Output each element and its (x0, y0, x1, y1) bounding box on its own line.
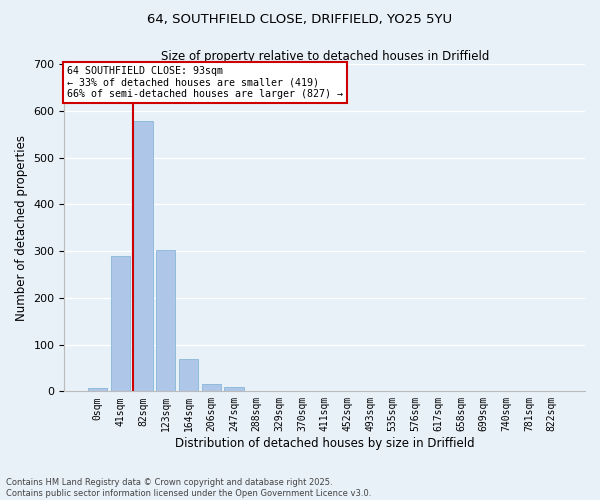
Bar (224, 386, 244, 392)
Bar (202, 384, 221, 392)
X-axis label: Distribution of detached houses by size in Driffield: Distribution of detached houses by size … (175, 437, 475, 450)
Title: Size of property relative to detached houses in Driffield: Size of property relative to detached ho… (161, 50, 489, 63)
Bar (156, 250, 175, 392)
Y-axis label: Number of detached properties: Number of detached properties (15, 134, 28, 321)
Bar (111, 256, 130, 392)
Text: 64 SOUTHFIELD CLOSE: 93sqm
← 33% of detached houses are smaller (419)
66% of sem: 64 SOUTHFIELD CLOSE: 93sqm ← 33% of deta… (67, 66, 343, 99)
Bar (88, 388, 107, 392)
Bar (179, 358, 198, 392)
Text: Contains HM Land Registry data © Crown copyright and database right 2025.
Contai: Contains HM Land Registry data © Crown c… (6, 478, 371, 498)
Text: 64, SOUTHFIELD CLOSE, DRIFFIELD, YO25 5YU: 64, SOUTHFIELD CLOSE, DRIFFIELD, YO25 5Y… (148, 12, 452, 26)
Bar (133, 121, 153, 392)
